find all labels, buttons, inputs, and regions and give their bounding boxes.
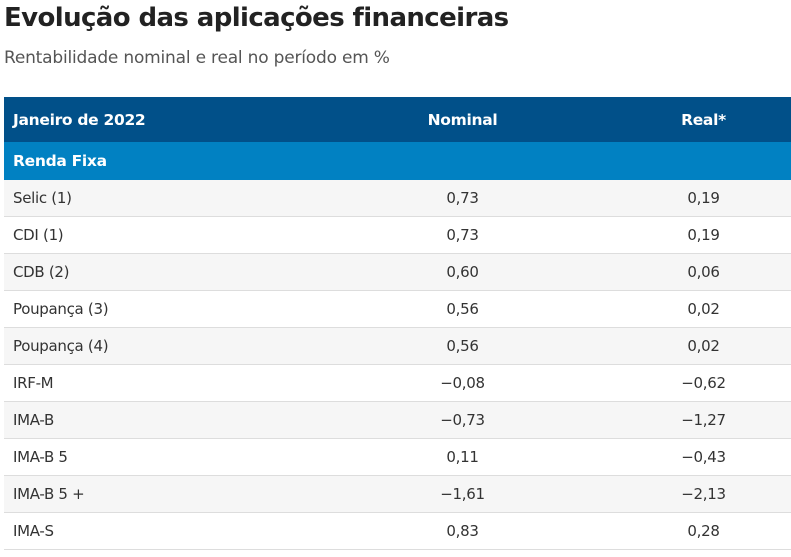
row-label: Selic (1) bbox=[13, 189, 72, 207]
row-real: −1,27 bbox=[681, 411, 726, 429]
row-nominal: −0,73 bbox=[440, 411, 485, 429]
table-row: CDI (1) 0,73 0,19 bbox=[4, 217, 791, 254]
table-row: IMA-B −0,73 −1,27 bbox=[4, 402, 791, 439]
header-period: Janeiro de 2022 bbox=[13, 110, 146, 129]
row-real: −0,43 bbox=[681, 448, 726, 466]
table-row: Poupança (4) 0,56 0,02 bbox=[4, 328, 791, 365]
row-nominal: 0,60 bbox=[446, 263, 479, 281]
row-label: CDB (2) bbox=[13, 263, 70, 281]
section-row-renda-fixa: Renda Fixa bbox=[4, 142, 791, 180]
row-nominal: 0,73 bbox=[446, 189, 479, 207]
table-header-row: Janeiro de 2022 Nominal Real* bbox=[4, 97, 791, 142]
row-real: 0,19 bbox=[687, 189, 720, 207]
row-real: 0,06 bbox=[687, 263, 720, 281]
table-row: CDB (2) 0,60 0,06 bbox=[4, 254, 791, 291]
row-label: IRF-M bbox=[13, 374, 54, 392]
page-title: Evolução das aplicações financeiras bbox=[4, 3, 509, 33]
table-row: Selic (1) 0,73 0,19 bbox=[4, 180, 791, 217]
row-real: 0,19 bbox=[687, 226, 720, 244]
row-nominal: 0,56 bbox=[446, 300, 479, 318]
header-real: Real* bbox=[681, 110, 726, 129]
row-label: Poupança (3) bbox=[13, 300, 109, 318]
row-label: IMA-S bbox=[13, 522, 54, 540]
section-label: Renda Fixa bbox=[13, 152, 107, 170]
row-real: −0,62 bbox=[681, 374, 726, 392]
table-row: IMA-S 0,83 0,28 bbox=[4, 513, 791, 550]
table-row: IMA-B 5 0,11 −0,43 bbox=[4, 439, 791, 476]
row-real: 0,28 bbox=[687, 522, 720, 540]
row-nominal: 0,56 bbox=[446, 337, 479, 355]
row-real: 0,02 bbox=[687, 300, 720, 318]
table-row: IRF-M −0,08 −0,62 bbox=[4, 365, 791, 402]
row-nominal: −1,61 bbox=[440, 485, 485, 503]
page-subtitle: Rentabilidade nominal e real no período … bbox=[4, 48, 390, 68]
row-label: IMA-B 5 + bbox=[13, 485, 85, 503]
row-real: 0,02 bbox=[687, 337, 720, 355]
row-nominal: 0,83 bbox=[446, 522, 479, 540]
returns-table: Janeiro de 2022 Nominal Real* Renda Fixa… bbox=[4, 97, 791, 550]
table-row: Poupança (3) 0,56 0,02 bbox=[4, 291, 791, 328]
row-nominal: 0,11 bbox=[446, 448, 479, 466]
header-nominal: Nominal bbox=[427, 110, 498, 129]
row-label: IMA-B 5 bbox=[13, 448, 68, 466]
row-label: Poupança (4) bbox=[13, 337, 109, 355]
row-nominal: −0,08 bbox=[440, 374, 485, 392]
table-row: IMA-B 5 + −1,61 −2,13 bbox=[4, 476, 791, 513]
row-label: CDI (1) bbox=[13, 226, 64, 244]
row-label: IMA-B bbox=[13, 411, 54, 429]
row-nominal: 0,73 bbox=[446, 226, 479, 244]
row-real: −2,13 bbox=[681, 485, 726, 503]
